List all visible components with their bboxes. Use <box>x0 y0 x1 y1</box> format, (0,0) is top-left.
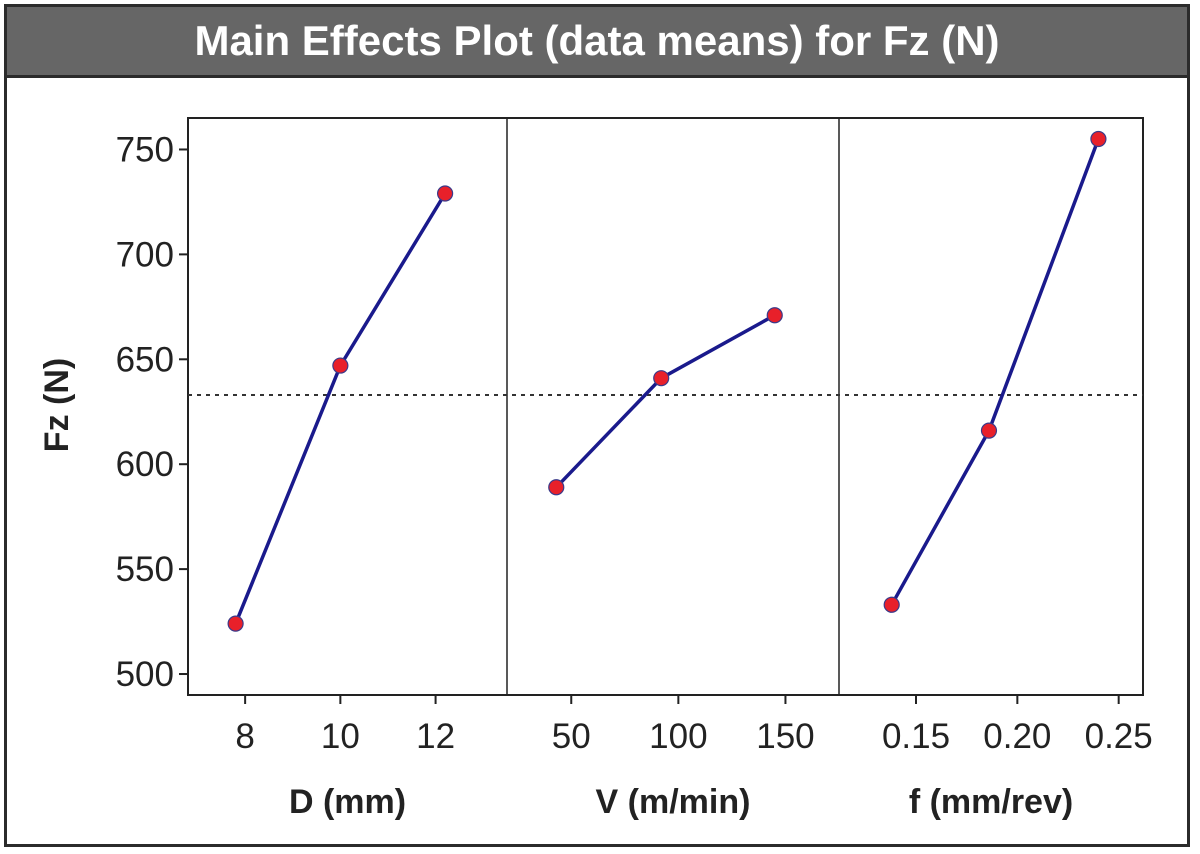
data-point <box>548 479 565 496</box>
data-point <box>653 370 670 387</box>
y-tick-label: 750 <box>116 130 174 169</box>
x-tick-label: 0.20 <box>983 717 1051 756</box>
data-point <box>980 422 998 439</box>
series-line <box>233 192 447 625</box>
x-tick-label: 0.15 <box>882 717 950 756</box>
panel-1: 8 10 12 D (mm) <box>227 185 455 821</box>
x-tick-label: 50 <box>552 717 591 756</box>
data-point <box>332 357 349 374</box>
panel-3: 0.15 0.20 0.25 f (mm/rev) <box>882 130 1153 821</box>
plot-area-border <box>187 117 1144 696</box>
x-tick-label: 0.25 <box>1085 717 1153 756</box>
chart-title: Main Effects Plot (data means) for Fz (N… <box>7 7 1187 78</box>
y-tick-label: 550 <box>116 550 174 589</box>
series-line <box>890 138 1101 606</box>
data-point <box>227 615 244 632</box>
data-point <box>437 185 454 202</box>
x-tick-label: 100 <box>649 717 707 756</box>
x-axis-title-3: f (mm/rev) <box>909 783 1073 821</box>
x-tick-label: 8 <box>235 717 254 756</box>
y-tick-label: 500 <box>116 655 174 694</box>
series-line <box>555 313 776 489</box>
y-tick-label: 600 <box>116 445 174 484</box>
y-tick-label: 700 <box>116 235 174 274</box>
x-tick-label: 10 <box>321 717 360 756</box>
x-axis-title-1: D (mm) <box>289 783 406 821</box>
y-tick-label: 650 <box>116 340 174 379</box>
y-axis-title: Fz (N) <box>38 358 76 452</box>
x-tick-label: 12 <box>416 717 455 756</box>
data-point <box>1090 130 1107 148</box>
data-point <box>766 307 783 324</box>
data-point <box>883 596 900 613</box>
x-tick-label: 150 <box>756 717 814 756</box>
x-axis-title-2: V (m/min) <box>596 783 751 821</box>
